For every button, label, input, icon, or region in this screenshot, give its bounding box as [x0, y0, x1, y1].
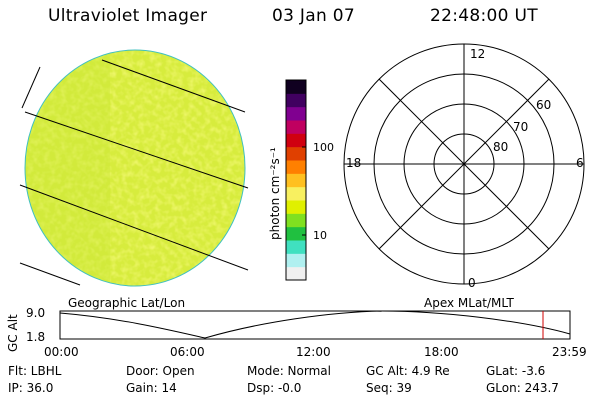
- colorbar-segment: [286, 200, 306, 214]
- glon-status: GLon: 243.7: [486, 381, 559, 395]
- geographic-grid: [19, 59, 249, 286]
- colorbar-segment: [286, 213, 306, 228]
- altitude-xtick: 12:00: [296, 345, 331, 359]
- colorbar-tick-100: 100: [313, 141, 334, 154]
- colorbar-segment: [286, 226, 306, 241]
- mlt-label-18: 18: [346, 156, 362, 170]
- altitude-ytick-max: 9.0: [26, 306, 46, 320]
- seq-status: Seq: 39: [366, 381, 412, 395]
- mlat-label-60: 60: [536, 98, 552, 112]
- ip-status: IP: 36.0: [8, 381, 54, 395]
- colorbar-tick-10: 10: [313, 229, 327, 242]
- colorbar-segment: [286, 120, 306, 134]
- altitude-xtick: 00:00: [44, 345, 79, 359]
- colorbar-segment: [286, 80, 306, 94]
- altitude-xtick: 06:00: [170, 345, 205, 359]
- colorbar-segment: [286, 173, 306, 188]
- dsp-status: Dsp: -0.0: [247, 381, 302, 395]
- altitude-plot: [59, 310, 571, 340]
- altitude-ylabel: GC Alt: [6, 314, 20, 352]
- mlt-label-0: 0: [468, 276, 476, 290]
- gc-alt-status: GC Alt: 4.9 Re: [366, 364, 450, 378]
- geographic-caption: Geographic Lat/Lon: [68, 296, 186, 310]
- date-label: 03 Jan 07: [272, 6, 355, 26]
- colorbar: [285, 79, 307, 281]
- mlat-label-70: 70: [513, 120, 529, 134]
- polar-grid: [343, 43, 585, 285]
- colorbar-segment: [286, 160, 306, 174]
- filter-status: Flt: LBHL: [8, 364, 62, 378]
- colorbar-frame: [285, 79, 307, 281]
- mlat-label-80: 80: [493, 140, 509, 154]
- altitude-ytick-min: 1.8: [26, 330, 46, 344]
- colorbar-segment: [286, 106, 306, 121]
- colorbar-segment: [286, 266, 306, 281]
- colorbar-segment: [286, 133, 306, 148]
- apex-caption: Apex MLat/MLT: [424, 296, 514, 310]
- mlt-label-6: 6: [576, 156, 584, 170]
- mode-status: Mode: Normal: [247, 364, 331, 378]
- gain-status: Gain: 14: [126, 381, 177, 395]
- time-label: 22:48:00 UT: [430, 6, 538, 26]
- colorbar-segment: [286, 146, 306, 161]
- colorbar-segment: [286, 93, 306, 108]
- colorbar-segment: [286, 253, 306, 268]
- colorbar-segment: [286, 240, 306, 254]
- glat-status: GLat: -3.6: [486, 364, 546, 378]
- altitude-xtick: 23:59: [552, 345, 587, 359]
- instrument-title: Ultraviolet Imager: [48, 6, 208, 26]
- mlt-label-12: 12: [470, 47, 486, 61]
- colorbar-unit-label: photon cm⁻²s⁻¹: [268, 147, 282, 240]
- uv-image-disc: [25, 50, 245, 286]
- door-status: Door: Open: [126, 364, 195, 378]
- colorbar-segment: [286, 186, 306, 201]
- altitude-xtick: 18:00: [424, 345, 459, 359]
